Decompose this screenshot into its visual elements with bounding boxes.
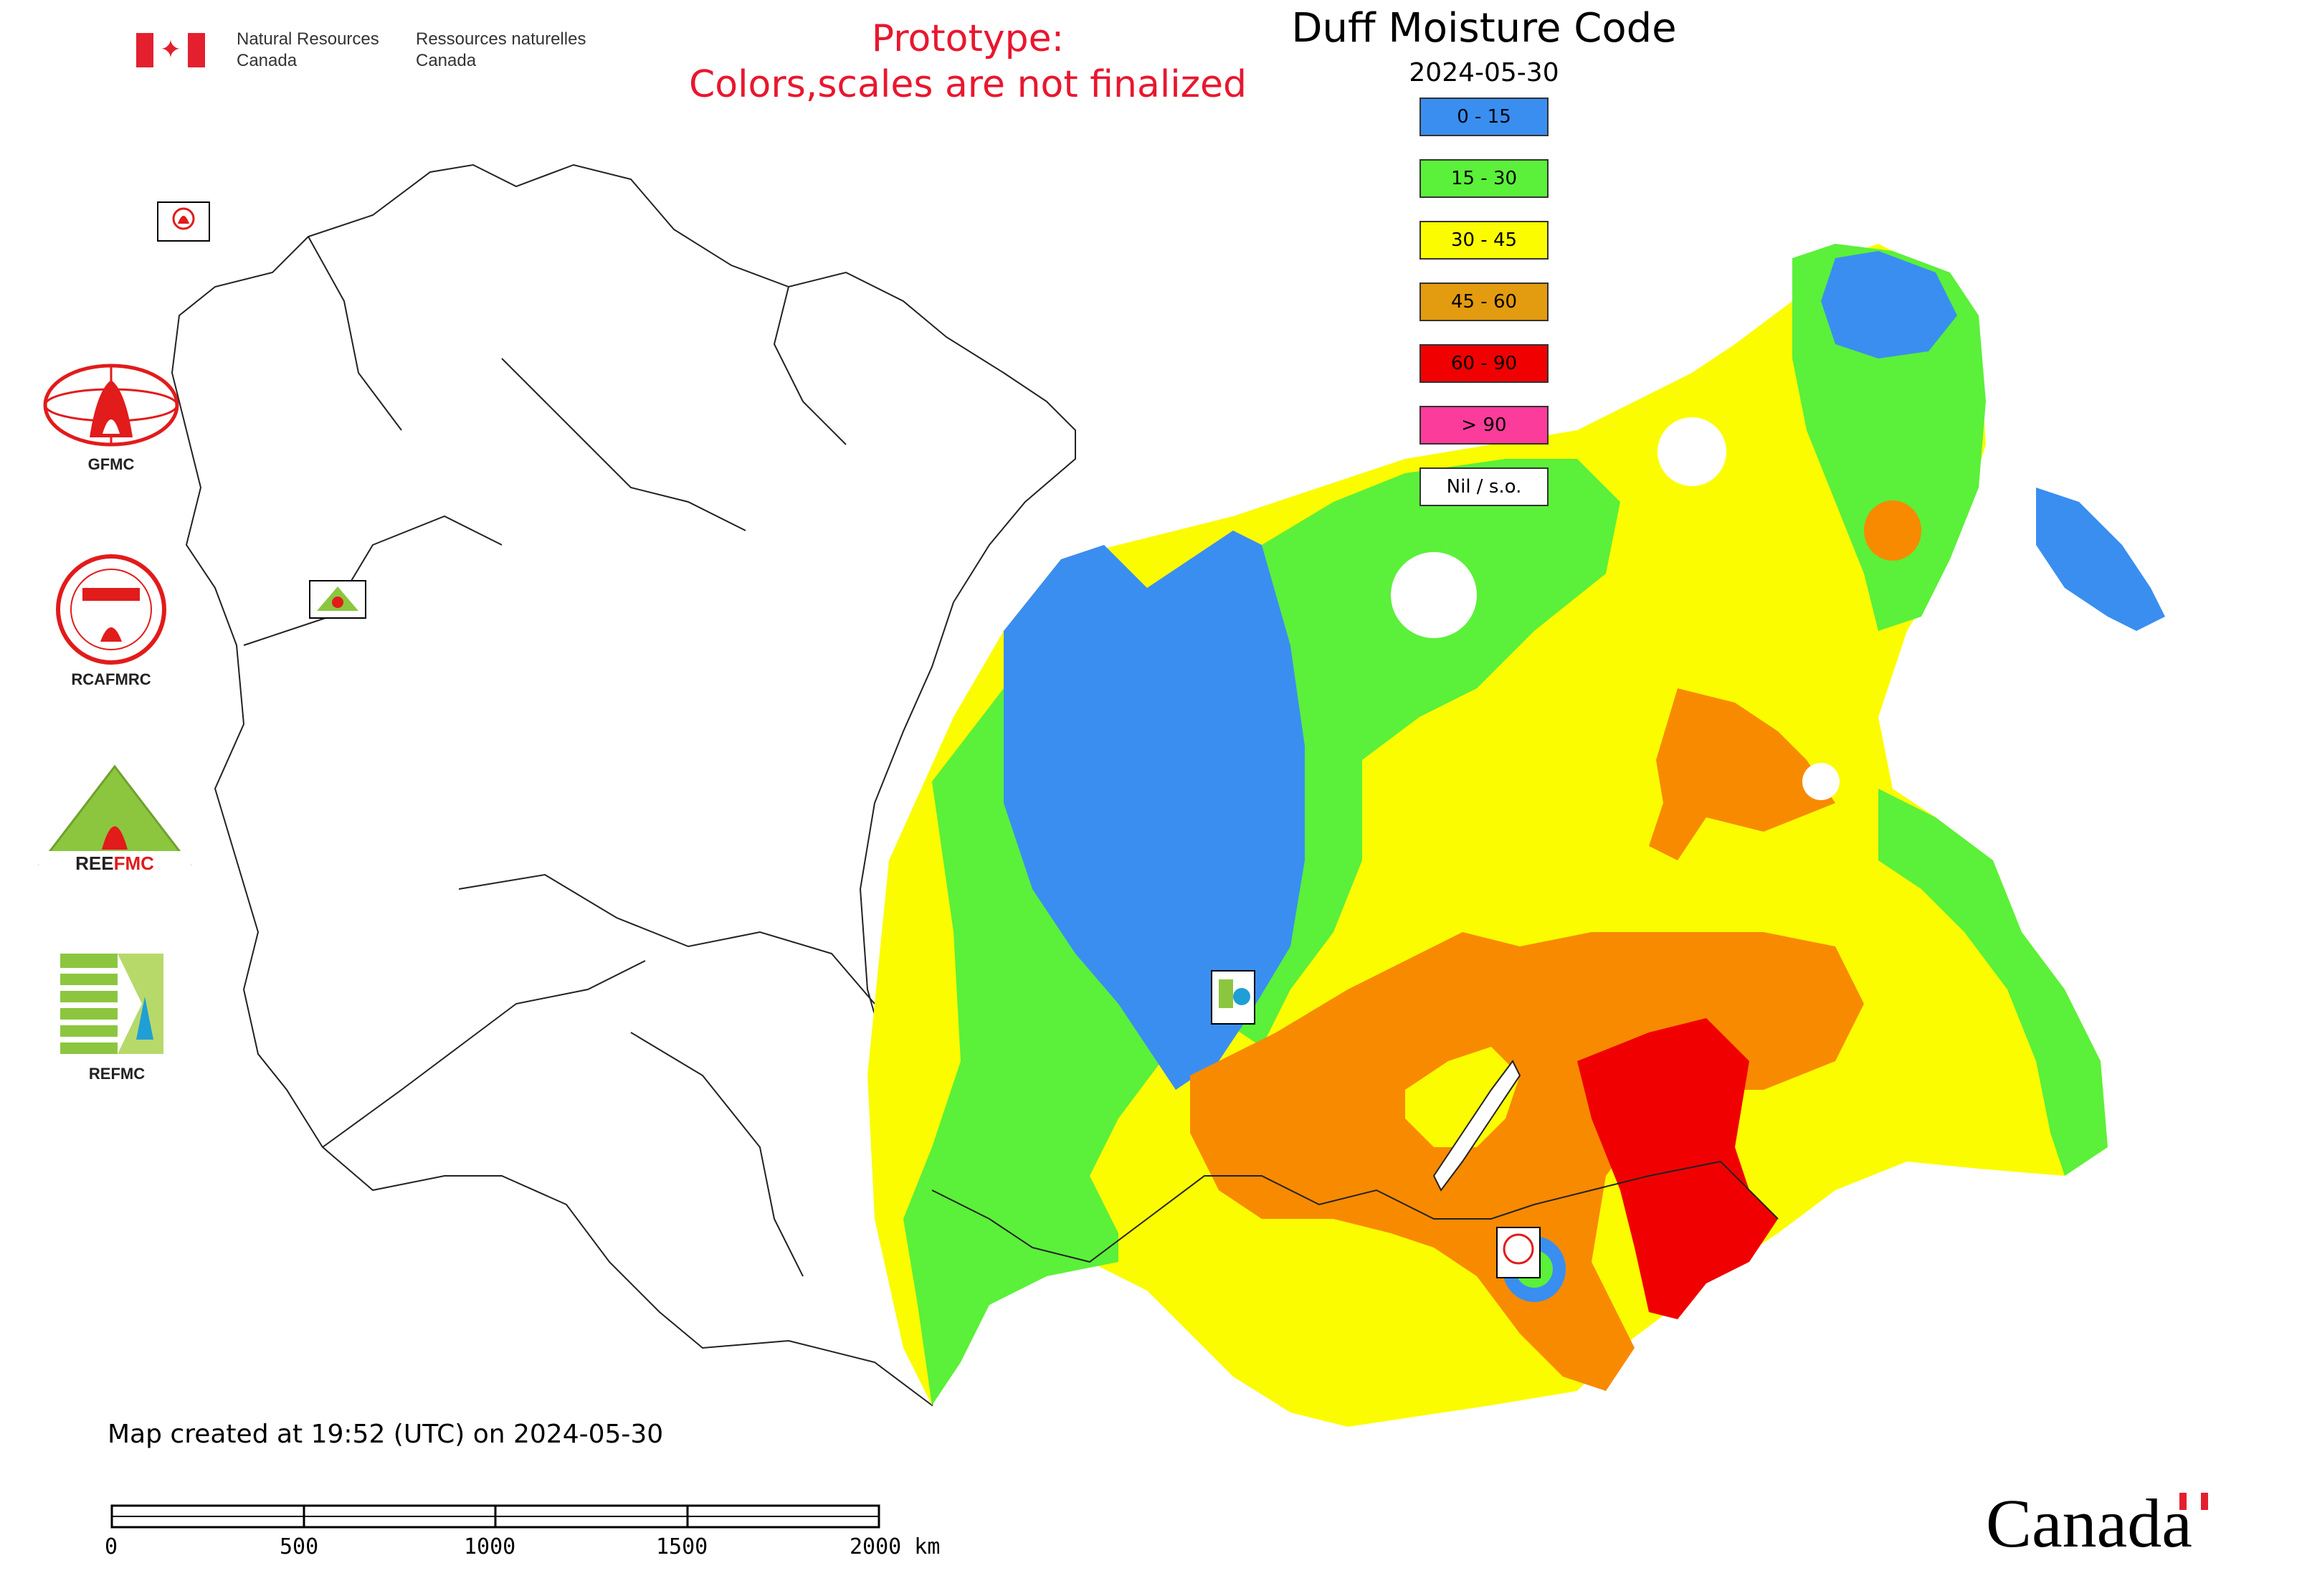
agency-gfmc[interactable]: GFMC xyxy=(39,362,183,477)
scale-label-0: 0 xyxy=(105,1534,118,1559)
canada-flag-icon: ✦ xyxy=(136,33,205,67)
gfmc-logo-icon xyxy=(43,364,179,447)
wordmark-flag-icon xyxy=(2179,1493,2208,1510)
country-borders xyxy=(243,236,875,1277)
legend-item-0-15: 0 - 15 xyxy=(1419,98,1549,136)
scale-label-1500: 1500 xyxy=(656,1534,708,1559)
nrcan-signature: ✦ Natural Resources Canada Ressources na… xyxy=(136,29,624,79)
agency-reefmc[interactable]: REEFMC xyxy=(36,764,194,878)
department-name-en: Natural Resources Canada xyxy=(237,29,379,70)
svg-text:REEFMC: REEFMC xyxy=(75,852,154,874)
legend-item-15-30: 15 - 30 xyxy=(1419,159,1549,198)
department-name-fr: Ressources naturelles Canada xyxy=(416,29,586,70)
canada-wordmark: Canada xyxy=(1986,1485,2192,1562)
southern-border xyxy=(931,1160,1779,1263)
map-title: Duff Moisture Code xyxy=(1291,5,1677,52)
agency-rcafmrc[interactable]: RCAFMRC xyxy=(50,552,172,695)
scale-label-1000: 1000 xyxy=(464,1534,516,1559)
nil-spot-taimyr xyxy=(1391,552,1477,638)
agency-refmc[interactable]: REFMC xyxy=(56,946,178,1090)
legend-item-30-45: 30 - 45 xyxy=(1419,221,1549,260)
dmc-domain xyxy=(867,244,2165,1427)
region-15-30-north xyxy=(1219,459,1620,1047)
region-30-45-baikal xyxy=(1405,1047,1520,1147)
lake-baikal xyxy=(1432,1060,1521,1192)
prototype-notice: Prototype: Colors,scales are not finaliz… xyxy=(688,17,1247,106)
legend-item-over-90: > 90 xyxy=(1419,406,1549,445)
nil-spot-yakutia xyxy=(1802,763,1840,800)
region-0-15-yamal xyxy=(1004,531,1305,1090)
legend-item-60-90: 60 - 90 xyxy=(1419,344,1549,383)
scale-label-2000: 2000 km xyxy=(850,1534,941,1559)
agency-label-refmc: REFMC xyxy=(88,1065,146,1083)
region-0-15-chukotka xyxy=(1821,251,1957,358)
region-60-90-transbaikal xyxy=(1577,1018,1778,1319)
scale-bar xyxy=(110,1504,880,1529)
map-marker-rcafmrc[interactable] xyxy=(1496,1227,1541,1278)
spot-45-60-northeast xyxy=(1864,500,1921,561)
scale-label-500: 500 xyxy=(280,1534,319,1559)
map-marker-gfmc[interactable] xyxy=(157,201,210,242)
reefmc-logo-icon: REEFMC xyxy=(37,764,192,874)
refmc-logo-icon xyxy=(60,954,163,1054)
legend-item-45-60: 45 - 60 xyxy=(1419,282,1549,321)
nil-spot-anabar xyxy=(1657,417,1726,486)
region-15-30-far-east xyxy=(1878,789,2108,1176)
region-30-45-base xyxy=(867,244,2108,1427)
map-marker-reefmc[interactable] xyxy=(309,580,366,619)
region-15-30-west xyxy=(903,688,1161,1405)
map-date: 2024-05-30 xyxy=(1409,58,1559,87)
region-0-15-kamchatka xyxy=(2036,488,2165,631)
agency-label-rcafmrc: RCAFMRC xyxy=(71,670,151,688)
legend-item-nil: Nil / s.o. xyxy=(1419,467,1549,506)
agency-label-gfmc: GFMC xyxy=(87,455,135,473)
region-45-60-yakutia xyxy=(1649,688,1835,860)
rcafmrc-logo-icon xyxy=(56,554,166,665)
map-marker-refmc[interactable] xyxy=(1211,970,1255,1025)
map-credit: Map created at 19:52 (UTC) on 2024-05-30 xyxy=(108,1420,664,1449)
